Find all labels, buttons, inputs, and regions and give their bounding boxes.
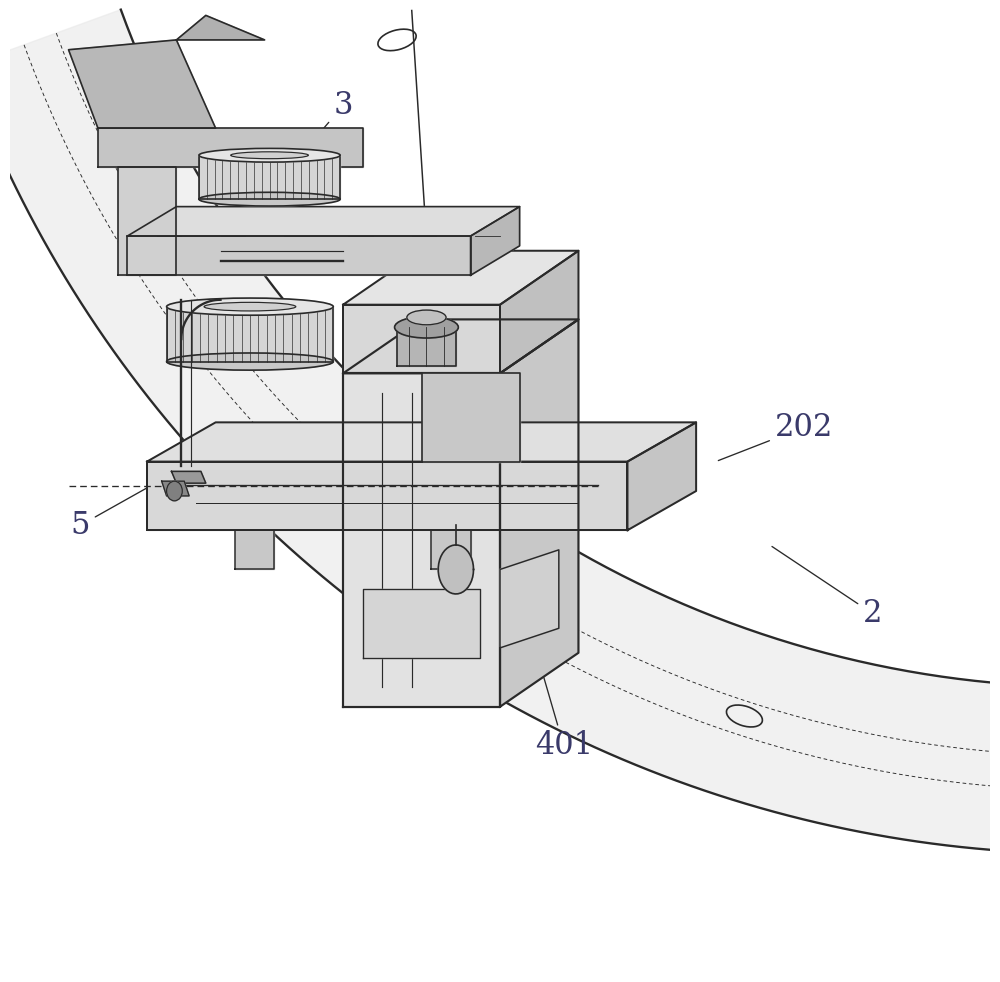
Text: 5: 5 xyxy=(71,472,174,541)
Polygon shape xyxy=(343,319,578,373)
Polygon shape xyxy=(500,550,559,648)
Ellipse shape xyxy=(167,481,182,501)
Polygon shape xyxy=(397,327,456,366)
Polygon shape xyxy=(0,10,1000,853)
Ellipse shape xyxy=(199,192,340,206)
Polygon shape xyxy=(627,422,696,530)
Polygon shape xyxy=(471,206,520,275)
Polygon shape xyxy=(343,373,500,707)
Polygon shape xyxy=(199,155,340,199)
Polygon shape xyxy=(171,471,206,483)
Polygon shape xyxy=(127,236,471,275)
Polygon shape xyxy=(118,167,176,275)
Text: 401: 401 xyxy=(442,327,593,761)
Polygon shape xyxy=(363,589,480,658)
Polygon shape xyxy=(235,530,274,570)
Polygon shape xyxy=(431,530,471,570)
Ellipse shape xyxy=(231,152,308,159)
Text: 201: 201 xyxy=(546,446,627,504)
Ellipse shape xyxy=(407,310,446,325)
Text: 202: 202 xyxy=(718,411,833,461)
Polygon shape xyxy=(500,319,578,707)
Polygon shape xyxy=(343,250,578,304)
Text: 2: 2 xyxy=(772,546,882,629)
Polygon shape xyxy=(162,481,189,496)
Polygon shape xyxy=(500,250,578,373)
Polygon shape xyxy=(422,373,520,462)
Text: 3: 3 xyxy=(315,90,353,137)
Polygon shape xyxy=(343,304,500,373)
Ellipse shape xyxy=(395,316,458,338)
Polygon shape xyxy=(147,462,627,530)
Polygon shape xyxy=(147,422,696,462)
Ellipse shape xyxy=(204,302,296,311)
Polygon shape xyxy=(98,129,363,167)
Ellipse shape xyxy=(167,299,333,315)
Ellipse shape xyxy=(199,148,340,162)
Polygon shape xyxy=(127,206,520,236)
Polygon shape xyxy=(69,40,216,129)
Polygon shape xyxy=(438,545,474,594)
Polygon shape xyxy=(176,16,265,40)
Ellipse shape xyxy=(167,353,333,370)
Text: 4: 4 xyxy=(468,279,539,342)
Polygon shape xyxy=(167,306,333,361)
